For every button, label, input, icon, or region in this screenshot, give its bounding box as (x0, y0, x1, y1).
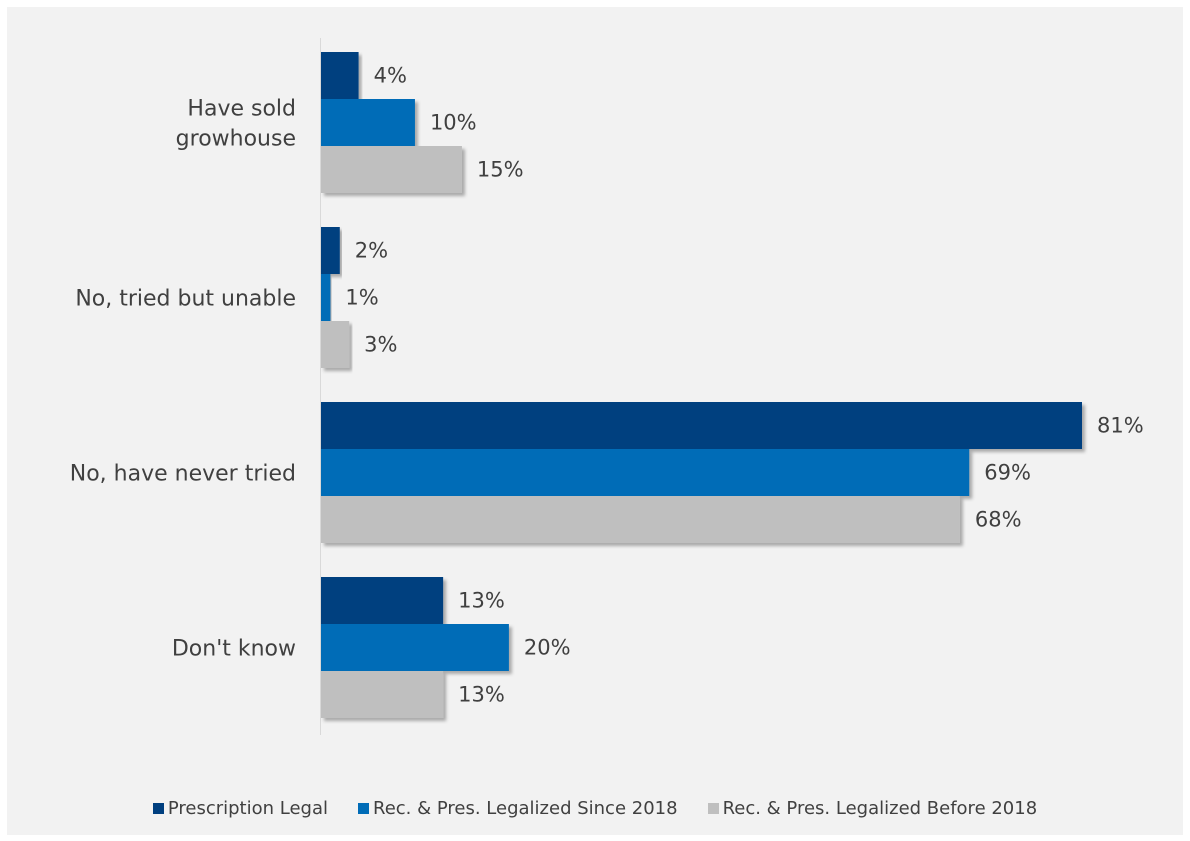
category-label: Don't know (172, 637, 296, 662)
data-label: 13% (458, 683, 505, 707)
legend-item: Rec. & Pres. Legalized Since 2018 (358, 798, 678, 819)
legend-label: Prescription Legal (167, 798, 328, 819)
data-label: 81% (1097, 414, 1144, 438)
data-label: 69% (984, 461, 1031, 485)
bar (321, 402, 1082, 449)
legend-swatch (358, 803, 369, 814)
data-label: 4% (374, 64, 407, 88)
bar (321, 99, 415, 146)
bar (321, 624, 509, 671)
data-label: 1% (345, 286, 378, 310)
legend-swatch (152, 803, 164, 814)
data-label: 10% (430, 111, 477, 135)
data-label: 3% (364, 333, 397, 357)
data-label: 68% (975, 508, 1022, 532)
bar (321, 146, 462, 193)
legend-swatch (707, 803, 719, 814)
data-label: 15% (477, 158, 524, 182)
category-label: No, tried but unable (75, 287, 296, 312)
bar (321, 671, 444, 718)
bar (321, 449, 970, 496)
bar (321, 274, 331, 321)
data-label: 13% (458, 589, 505, 613)
data-label: 20% (524, 636, 571, 660)
legend-label: Rec. & Pres. Legalized Before 2018 (722, 798, 1038, 819)
bar (321, 52, 359, 99)
bar (321, 321, 350, 368)
category-label: No, have never tried (70, 462, 296, 487)
chart-legend: Prescription Legal Rec. & Pres. Legalized… (0, 798, 1190, 819)
bar (321, 227, 340, 274)
legend-item: Rec. & Pres. Legalized Before 2018 (707, 798, 1038, 819)
bar (321, 496, 960, 543)
category-label: Have sold growhouse (176, 97, 296, 152)
data-label: 2% (355, 239, 388, 263)
legend-item: Prescription Legal (152, 798, 328, 819)
legend-label: Rec. & Pres. Legalized Since 2018 (373, 798, 678, 819)
bar (321, 577, 444, 624)
